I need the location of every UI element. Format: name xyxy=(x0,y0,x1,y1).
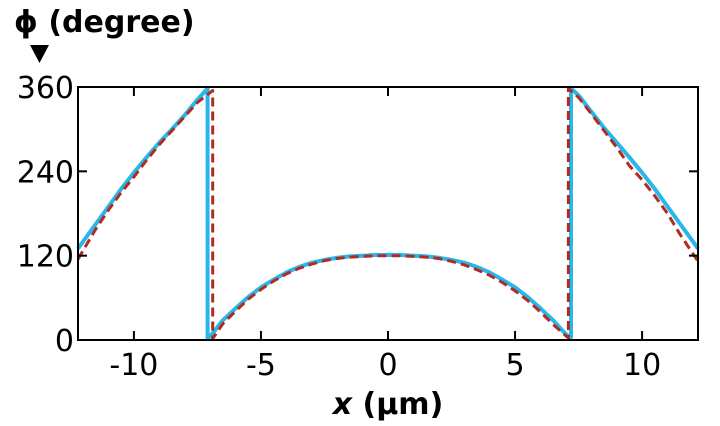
y-axis-arrow-marker xyxy=(30,45,49,63)
x-tick-label: -10 xyxy=(109,348,158,383)
x-tick-label: 0 xyxy=(378,348,397,383)
y-tick-label: 360 xyxy=(17,71,74,106)
y-tick-label: 0 xyxy=(55,324,74,359)
x-axis-title: x (µm) xyxy=(331,387,444,422)
x-tick-label: 10 xyxy=(623,348,661,383)
x-axis-variable: x xyxy=(331,387,354,422)
x-tick-label: -5 xyxy=(246,348,276,383)
y-tick-label: 120 xyxy=(17,240,74,275)
tick-layer: -10 -5 0 5 10 0 120 240 360 xyxy=(17,71,698,383)
series-line-solid xyxy=(76,86,700,340)
y-tick-label: 240 xyxy=(17,155,74,190)
plot-area xyxy=(76,86,700,341)
plot-frame xyxy=(77,86,699,341)
series-layer xyxy=(76,86,700,341)
x-tick-label: 5 xyxy=(506,348,525,383)
y-axis-title: ϕ (degree) xyxy=(14,5,195,40)
x-axis-unit: (µm) xyxy=(352,387,443,422)
